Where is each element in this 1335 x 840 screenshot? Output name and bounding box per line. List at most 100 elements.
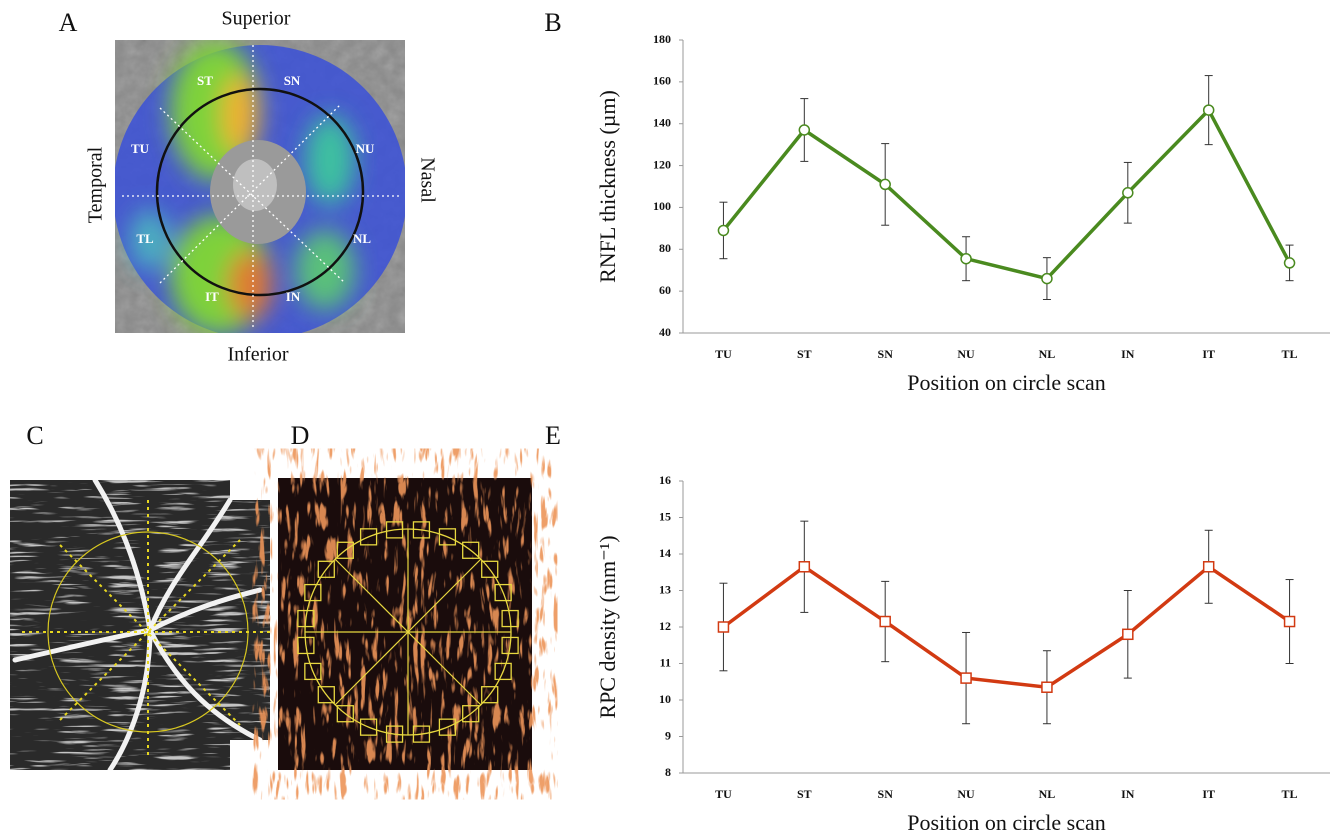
- x-tick-label: IN: [1121, 787, 1135, 801]
- sample-box: [297, 609, 315, 628]
- fundus-map: [115, 40, 405, 333]
- sample-box: [304, 662, 322, 681]
- sample-box: [462, 705, 480, 723]
- y-tick-label: 8: [665, 765, 671, 779]
- marker: [960, 672, 972, 684]
- marker: [798, 561, 811, 573]
- marker: [717, 224, 730, 237]
- panel-label: D: [291, 421, 310, 450]
- sector-label: IN: [286, 289, 301, 304]
- orientation-label: Superior: [222, 8, 291, 30]
- x-tick-label: ST: [797, 787, 812, 801]
- angiogram: [10, 480, 270, 770]
- sector-label: NU: [356, 141, 375, 156]
- sample-box: [438, 528, 457, 546]
- marker: [1283, 257, 1296, 269]
- x-tick-label: SN: [878, 787, 894, 801]
- sample-box: [297, 636, 315, 655]
- x-tick-label: NU: [957, 787, 975, 801]
- x-tick-label: IT: [1202, 347, 1215, 361]
- y-tick-label: 14: [659, 546, 671, 560]
- sector-label: NL: [353, 231, 371, 246]
- sample-box: [494, 583, 512, 602]
- y-axis-label: RNFL thickness (µm): [595, 90, 620, 283]
- y-tick-label: 160: [653, 74, 671, 88]
- y-tick-label: 60: [659, 283, 671, 297]
- x-axis-label: Position on circle scan: [907, 810, 1106, 835]
- marker: [1202, 561, 1215, 573]
- sample-box: [317, 686, 335, 704]
- x-axis-label: Position on circle scan: [907, 370, 1106, 395]
- orientation-label: Inferior: [227, 344, 288, 366]
- sample-box: [412, 521, 431, 539]
- y-tick-label: 100: [653, 199, 671, 213]
- marker: [1202, 104, 1215, 116]
- data-line: [722, 107, 1292, 281]
- sector-label: ST: [197, 73, 213, 88]
- marker: [1283, 615, 1296, 628]
- marker: [879, 615, 891, 628]
- panel-label: C: [26, 421, 43, 450]
- x-tick-label: SN: [878, 347, 894, 361]
- x-tick-label: TL: [1282, 347, 1298, 361]
- sector-label: TL: [136, 231, 154, 246]
- orientation-label: Nasal: [416, 157, 438, 203]
- y-tick-label: 10: [659, 692, 671, 706]
- sample-box: [336, 705, 354, 723]
- sample-box: [501, 636, 519, 655]
- sample-box: [412, 725, 431, 743]
- y-tick-label: 80: [659, 241, 671, 255]
- y-tick-label: 16: [659, 473, 671, 487]
- y-tick-label: 180: [653, 32, 671, 46]
- sample-box: [481, 560, 499, 578]
- sector-label: SN: [284, 73, 301, 88]
- y-tick-label: 11: [660, 655, 671, 669]
- x-tick-label: IN: [1121, 347, 1135, 361]
- panel-label: E: [545, 421, 561, 450]
- sample-box: [494, 662, 512, 681]
- sample-box: [304, 583, 322, 602]
- x-tick-label: NL: [1039, 347, 1056, 361]
- panel-label: A: [59, 8, 78, 37]
- sample-box: [462, 541, 480, 559]
- x-tick-label: NL: [1039, 787, 1056, 801]
- x-tick-label: TL: [1282, 787, 1298, 801]
- data-line: [722, 564, 1291, 690]
- marker: [960, 252, 972, 265]
- y-axis-label: RPC density (mm⁻¹): [595, 535, 620, 718]
- vessel-map: [278, 478, 532, 770]
- y-tick-label: 40: [659, 325, 671, 339]
- panel-label: B: [544, 8, 561, 37]
- sample-box: [385, 521, 404, 539]
- sample-box: [336, 541, 354, 559]
- x-tick-label: ST: [797, 347, 812, 361]
- marker: [798, 124, 811, 136]
- sector-label: IT: [205, 289, 219, 304]
- sample-box: [438, 718, 457, 736]
- marker: [1122, 187, 1134, 199]
- x-tick-label: TU: [715, 347, 732, 361]
- marker: [1041, 272, 1053, 285]
- y-tick-label: 12: [659, 619, 671, 633]
- y-tick-label: 15: [659, 509, 671, 523]
- marker: [1041, 681, 1053, 693]
- sample-box: [501, 609, 519, 628]
- sample-box: [481, 686, 499, 704]
- orientation-label: Temporal: [85, 146, 107, 223]
- marker: [1122, 628, 1134, 641]
- x-tick-label: IT: [1202, 787, 1215, 801]
- sector-label: TU: [131, 141, 150, 156]
- y-tick-label: 9: [665, 728, 671, 742]
- sample-box: [385, 725, 404, 743]
- sample-box: [359, 528, 378, 546]
- x-tick-label: TU: [715, 787, 732, 801]
- y-tick-label: 120: [653, 157, 671, 171]
- marker: [879, 178, 891, 191]
- sample-box: [359, 718, 378, 736]
- sample-box: [317, 560, 335, 578]
- x-tick-label: NU: [957, 347, 975, 361]
- marker: [717, 621, 730, 633]
- y-tick-label: 140: [653, 115, 671, 129]
- y-tick-label: 13: [659, 582, 671, 596]
